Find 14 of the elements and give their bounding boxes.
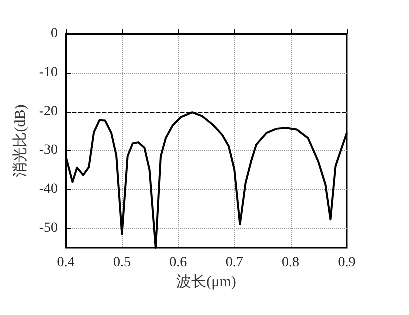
- y-tick-label: -50: [39, 221, 58, 236]
- y-tick-label: -30: [39, 143, 58, 158]
- x-tick-label: 0.9: [338, 256, 356, 270]
- x-tick-label: 0.5: [113, 256, 131, 270]
- y-tick-label: 0: [51, 26, 58, 42]
- y-axis-title: 消光比(dB): [12, 104, 29, 178]
- y-tick-label: -10: [39, 65, 58, 80]
- x-tick-label: 0.6: [170, 256, 188, 270]
- x-tick-label: 0.8: [282, 256, 300, 270]
- y-tick-label: -20: [39, 104, 58, 120]
- y-tick-label: -40: [39, 182, 58, 198]
- x-axis-title: 波长(μm): [176, 273, 236, 290]
- x-tick-label: 0.7: [226, 256, 244, 270]
- x-tick-label: 0.4: [57, 256, 75, 270]
